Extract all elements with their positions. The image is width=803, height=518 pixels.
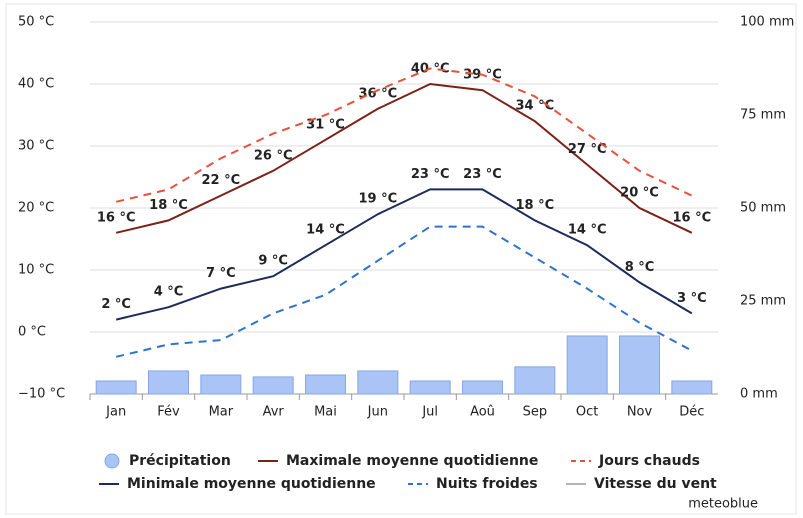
bar	[357, 370, 399, 395]
bar	[305, 374, 346, 395]
bar	[619, 335, 660, 395]
data-label: 9 °C	[258, 254, 288, 269]
data-label: 23 °C	[411, 167, 450, 182]
data-label: 22 °C	[201, 173, 240, 188]
y-tick-label: 10 °C	[18, 263, 54, 278]
y2-tick-label: 25 mm	[740, 294, 786, 309]
frame	[5, 3, 797, 515]
x-tick-label: Mai	[314, 405, 337, 420]
bar	[252, 376, 294, 395]
line	[115, 225, 693, 358]
data-label: 14 °C	[568, 223, 607, 238]
data-label: 16 °C	[672, 210, 711, 225]
x-tick-label: Oct	[576, 405, 598, 420]
bar	[462, 380, 503, 395]
x-tick-label: Jun	[367, 405, 388, 420]
data-label: 36 °C	[358, 86, 397, 101]
source: meteoblue	[688, 497, 758, 512]
legend-label: Précipitation	[129, 453, 231, 469]
y-tick-label: 20 °C	[18, 201, 54, 216]
x-tick-label: Aoû	[470, 405, 495, 420]
x-tick-label: Jan	[105, 405, 126, 420]
legend-label: Nuits froides	[436, 476, 538, 492]
data-label: 19 °C	[358, 192, 397, 207]
bar	[671, 380, 713, 395]
x-tick-label: Sep	[523, 405, 548, 420]
x-tick-label: Nov	[627, 405, 653, 420]
bar	[200, 374, 242, 395]
line	[115, 67, 693, 203]
x-tick-label: Mar	[209, 405, 234, 420]
y2-tick-label: 75 mm	[740, 108, 786, 123]
data-label: 20 °C	[620, 186, 659, 201]
data-label: 27 °C	[568, 142, 607, 157]
data-label: 3 °C	[677, 291, 707, 306]
x-tick-label: Jul	[421, 405, 438, 420]
y2-tick-label: 100 mm	[740, 15, 794, 30]
line	[115, 82, 693, 234]
x-tick-label: Déc	[679, 405, 704, 420]
line	[115, 188, 693, 321]
data-label: 23 °C	[463, 167, 502, 182]
legend-label: Minimale moyenne quotidienne	[127, 476, 376, 492]
y-tick-label: 50 °C	[18, 15, 54, 30]
legend-label: Jours chauds	[598, 453, 700, 469]
bar	[566, 335, 608, 395]
bar	[514, 366, 556, 395]
bar	[409, 380, 451, 395]
data-label: 2 °C	[101, 297, 131, 312]
data-label: 16 °C	[97, 210, 136, 225]
y2-tick-label: 50 mm	[740, 201, 786, 216]
y2-tick-label: 0 mm	[740, 387, 778, 402]
y-tick-label: 0 °C	[18, 325, 46, 340]
data-label: 31 °C	[306, 117, 345, 132]
bar	[148, 370, 189, 395]
y-tick-label: −10 °C	[18, 387, 65, 402]
data-label: 7 °C	[206, 266, 236, 281]
data-label: 18 °C	[149, 198, 188, 213]
legend-label: Vitesse du vent	[594, 476, 717, 492]
data-label: 18 °C	[515, 198, 554, 213]
data-label: 26 °C	[254, 148, 293, 163]
legend-label: Maximale moyenne quotidienne	[286, 453, 538, 469]
x-tick-label: Avr	[263, 405, 285, 420]
y-tick-label: 40 °C	[18, 77, 54, 92]
data-label: 14 °C	[306, 223, 345, 238]
bar	[95, 380, 137, 395]
legend-symbol	[104, 453, 120, 469]
y-tick-label: 30 °C	[18, 139, 54, 154]
x-tick-label: Fév	[157, 405, 180, 420]
data-label: 8 °C	[625, 260, 655, 275]
data-label: 4 °C	[154, 285, 184, 300]
